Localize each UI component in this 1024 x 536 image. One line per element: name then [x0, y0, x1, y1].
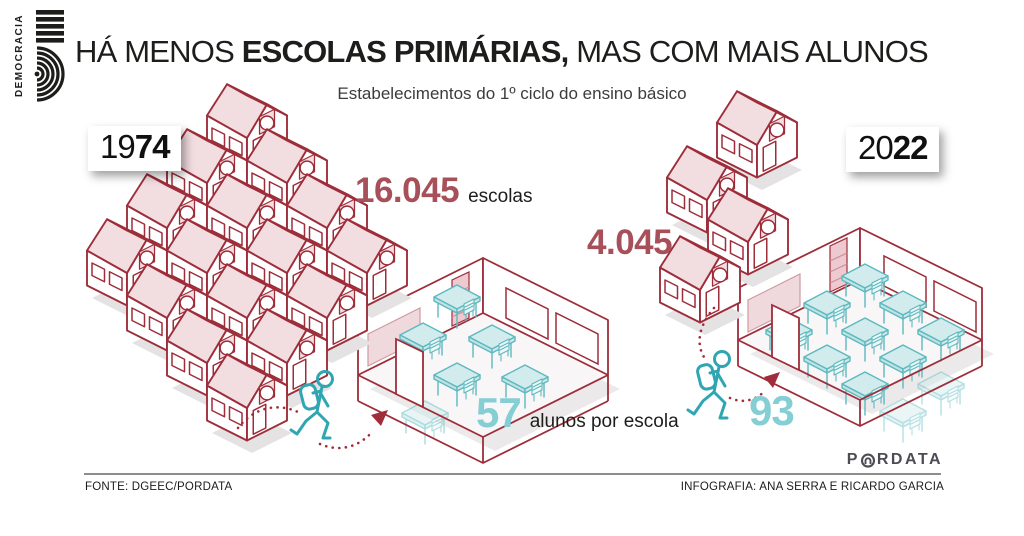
room-front-door	[771, 303, 800, 372]
room-front-frame	[357, 374, 609, 464]
classroom-1974-icon	[357, 257, 620, 464]
page-title: HÁ MENOS ESCOLAS PRIMÁRIAS, MAS COM MAIS…	[75, 34, 929, 70]
democracia-logo: DEMOCRACIA	[14, 8, 65, 106]
title-bold: ESCOLAS PRIMÁRIAS,	[241, 34, 569, 69]
path-arrow-2022-icon	[698, 306, 780, 403]
classroom-2022-icon	[737, 227, 994, 443]
year-bold: 74	[134, 128, 171, 165]
year-prefix: 19	[100, 128, 136, 165]
room-window-2	[555, 311, 599, 366]
schools-1974-value: 16.045	[355, 171, 460, 210]
title-regular: HÁ MENOS	[75, 34, 242, 69]
schools-1974-stat: 16.045 escolas	[355, 171, 532, 211]
room-window-1	[505, 286, 549, 341]
page-subtitle: Estabelecimentos do 1º ciclo do ensino b…	[337, 84, 687, 103]
schools-2022-stat: 4.045	[587, 223, 673, 263]
room-front-frame	[737, 339, 983, 427]
year-bold: 22	[892, 129, 929, 166]
footer-divider	[84, 473, 941, 475]
student-2022-icon	[686, 350, 731, 420]
path-arrow-1974-icon	[236, 406, 388, 450]
room-front-door	[395, 337, 424, 409]
year-label-1974: 1974	[88, 126, 182, 171]
students-2022-value: 93	[749, 387, 795, 434]
democracia-mark-icon	[34, 10, 65, 102]
title-regular-2: MAS COM MAIS ALUNOS	[568, 34, 929, 69]
room-window-2	[933, 279, 977, 334]
pordata-rest: RDATA	[876, 451, 943, 468]
students-2022-stat: 93	[749, 387, 795, 435]
pordata-p: P	[846, 451, 860, 468]
schools-2022-value: 4.045	[587, 223, 673, 262]
students-1974-stat: 57 alunos por escola	[476, 389, 679, 437]
back-door	[829, 237, 848, 293]
source-note: FONTE: DGEEC/PORDATA	[85, 481, 233, 493]
pordata-o-icon	[860, 453, 875, 468]
students-1974-value: 57	[476, 389, 522, 436]
students-label: alunos por escola	[529, 411, 679, 432]
arrowhead-icon	[371, 410, 388, 426]
schools-label: escolas	[468, 186, 533, 207]
year-prefix: 20	[858, 129, 894, 166]
pordata-logo: P RDATA	[847, 451, 943, 469]
year-label-2022: 2022	[846, 127, 940, 172]
credits-note: INFOGRAFIA: ANA SERRA E RICARDO GARCIA	[680, 481, 944, 493]
arrowhead-icon	[764, 372, 780, 388]
